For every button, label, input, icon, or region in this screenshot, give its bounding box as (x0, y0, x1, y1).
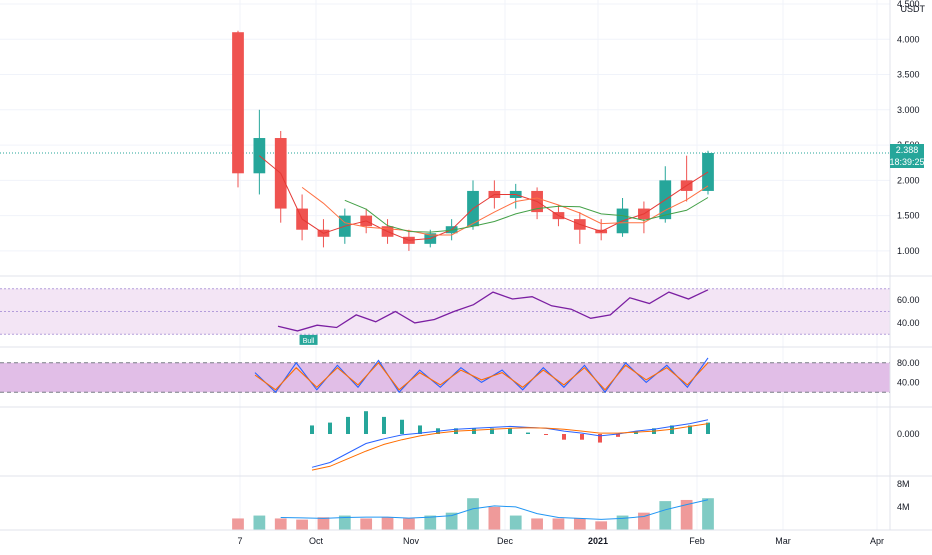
x-tick-label: Dec (497, 536, 514, 546)
macd-signal-line (311, 423, 709, 471)
x-tick-label: 7 (237, 536, 242, 546)
volume-bar[interactable] (445, 512, 458, 530)
volume-bar[interactable] (232, 518, 244, 530)
stoch-rsi-pane[interactable] (0, 357, 890, 394)
price-tick-label: 1.500 (897, 211, 920, 221)
volume-tick-label: 8M (897, 479, 910, 489)
price-tick-label: 4.500 (897, 0, 920, 9)
countdown-tag (890, 156, 924, 168)
volume-bar[interactable] (488, 506, 501, 530)
volume-bar[interactable] (595, 521, 608, 530)
macd-histogram-bar (364, 411, 368, 434)
volume-bar[interactable] (317, 517, 330, 530)
rsi-tick-label: 40.00 (897, 318, 920, 328)
macd-histogram-bar (508, 428, 512, 434)
macd-histogram-bar (688, 425, 692, 434)
price-tick-label: 3.000 (897, 105, 920, 115)
volume-bar[interactable] (509, 515, 522, 530)
currency-label: USDT (901, 4, 926, 14)
macd-histogram-bar (706, 422, 710, 434)
stoch-tick-label: 80.00 (897, 358, 920, 368)
macd-tick-label: 0.000 (897, 429, 920, 439)
volume-bar[interactable] (531, 518, 543, 530)
candle-body[interactable] (232, 32, 244, 174)
macd-histogram-bar (472, 428, 476, 434)
bull-marker (299, 334, 318, 345)
stoch-tick-label: 40.00 (897, 377, 920, 387)
countdown-label: 18:39:25 (889, 157, 924, 167)
volume-bar[interactable] (467, 498, 479, 530)
macd-histogram-bar (418, 425, 422, 434)
x-tick-label: Oct (309, 536, 324, 546)
volume-bar[interactable] (680, 499, 693, 530)
macd-histogram-bar (580, 434, 584, 440)
macd-line (311, 419, 709, 468)
macd-histogram-bar (382, 416, 386, 434)
rsi-pane[interactable]: Bull (0, 288, 890, 345)
volume-pane[interactable] (232, 498, 714, 530)
volume-bar[interactable] (616, 515, 629, 530)
bull-marker-label: Bull (303, 338, 315, 345)
rsi-line (277, 289, 709, 332)
x-tick-label: Feb (689, 536, 705, 546)
volume-bar[interactable] (403, 518, 415, 530)
volume-bar[interactable] (659, 501, 672, 530)
last-price-label: 2.388 (896, 145, 919, 155)
rsi-tick-label: 60.00 (897, 295, 920, 305)
volume-bar[interactable] (360, 518, 373, 530)
volume-bar[interactable] (573, 518, 586, 530)
volume-bar[interactable] (381, 517, 394, 530)
volume-bar[interactable] (424, 515, 437, 530)
candle-body[interactable] (253, 138, 266, 174)
macd-histogram-bar (598, 434, 602, 443)
price-tick-label: 4.000 (897, 34, 920, 44)
macd-histogram-bar (328, 422, 332, 434)
stoch-k-line (254, 357, 709, 394)
macd-histogram-bar (526, 432, 530, 434)
last-price-tag (890, 144, 924, 156)
volume-ma-line (280, 499, 709, 520)
volume-bar[interactable] (552, 518, 565, 530)
macd-histogram-bar (310, 425, 314, 434)
x-tick-label: Mar (775, 536, 791, 546)
x-tick-label: Nov (403, 536, 420, 546)
x-tick-label: Apr (870, 536, 884, 546)
stoch-band (0, 362, 890, 393)
volume-bar[interactable] (638, 512, 650, 530)
stoch-d-line (254, 361, 709, 391)
macd-pane[interactable] (310, 411, 710, 471)
price-tick-label: 2.000 (897, 175, 920, 185)
volume-tick-label: 4M (897, 502, 910, 512)
macd-histogram-bar (616, 434, 620, 437)
macd-histogram-bar (400, 419, 404, 434)
volume-bar[interactable] (338, 515, 351, 530)
volume-bar[interactable] (253, 515, 266, 530)
price-tick-label: 3.500 (897, 70, 920, 80)
moving-average-medium (301, 185, 709, 236)
macd-histogram-bar (544, 434, 548, 435)
x-tick-label: 2021 (588, 536, 608, 546)
macd-histogram-bar (562, 434, 566, 440)
moving-average-long (344, 197, 709, 233)
volume-bar[interactable] (702, 498, 714, 530)
macd-histogram-bar (490, 428, 494, 434)
candle-body[interactable] (702, 152, 714, 191)
moving-average-short (259, 155, 709, 241)
volume-bar[interactable] (274, 518, 287, 530)
grid-lines (0, 0, 890, 530)
volume-bar[interactable] (296, 519, 308, 530)
macd-histogram-bar (346, 416, 350, 434)
price-tick-label: 1.000 (897, 246, 920, 256)
price-pane[interactable] (0, 30, 890, 251)
